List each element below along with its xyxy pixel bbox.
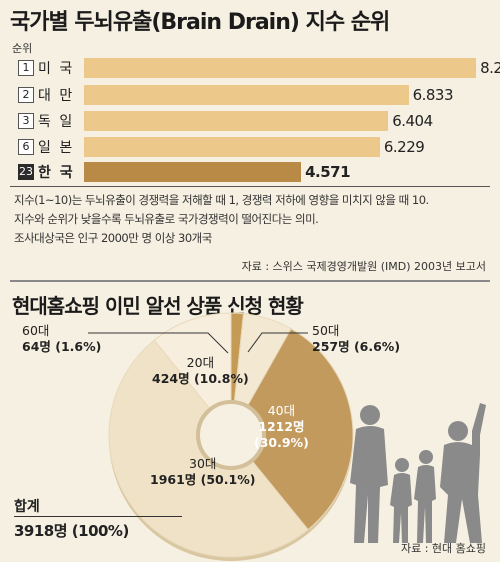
bar-value-label: 8.255	[480, 59, 500, 77]
rank-column-label: 순위	[12, 42, 33, 55]
pie-label-30s-count: 1961명 (50.1%)	[150, 472, 256, 487]
country-label: 일 본	[38, 140, 75, 156]
rank-badge: 23	[18, 164, 34, 180]
pie-label-50s: 50대 257명 (6.6%)	[312, 323, 400, 355]
source-imd: 자료 : 스위스 국제경영개발원 (IMD) 2003년 보고서	[241, 260, 486, 273]
bar-row: 1미 국 8.255	[12, 57, 500, 79]
divider	[10, 186, 490, 187]
note-line-3: 조사대상국은 인구 2000만 명 이상 30개국	[14, 231, 212, 245]
pie-label-20s-count: 424명 (10.8%)	[152, 371, 249, 386]
bar-value-label: 6.833	[412, 86, 454, 104]
rank-badge: 2	[18, 87, 34, 103]
source-hyundai: 자료 : 현대 홈쇼핑	[400, 542, 486, 555]
note-line-2: 지수와 순위가 낮을수록 두뇌유출로 국가경쟁력이 떨어진다는 의미.	[14, 212, 319, 226]
country-label: 미 국	[38, 61, 75, 77]
note-line-1: 지수(1~10)는 두뇌유출이 경쟁력을 저해할 때 1, 경쟁력 저하에 영향…	[14, 193, 429, 207]
bar-value-label: 4.571	[305, 163, 351, 181]
country-label: 한 국	[38, 165, 75, 181]
rank-badge: 1	[18, 60, 34, 76]
pie-label-20s: 20대 424명 (10.8%)	[152, 355, 249, 387]
pie-label-40s-pct: (30.9%)	[254, 435, 309, 450]
total-value: 3918명 (100%)	[14, 522, 129, 540]
country-label: 독 일	[38, 114, 75, 130]
pie-label-50s-name: 50대	[312, 323, 340, 338]
pie-label-60s: 60대 64명 (1.6%)	[22, 323, 101, 355]
pie-label-60s-name: 60대	[22, 323, 50, 338]
bar	[84, 137, 380, 157]
pie-label-30s: 30대 1961명 (50.1%)	[150, 456, 255, 488]
total-label: 합계	[14, 499, 40, 515]
pie-label-40s: 40대 1212명 (30.9%)	[254, 403, 309, 451]
pie-label-20s-name: 20대	[186, 355, 215, 370]
bar-row: 23 한 국 4.571	[12, 161, 492, 183]
bar	[84, 58, 477, 78]
bar-value-label: 6.404	[392, 112, 433, 130]
bar	[84, 111, 389, 131]
pie-label-30s-name: 30대	[189, 456, 217, 471]
pie-chart-title: 현대홈쇼핑 이민 알선 상품 신청 현황	[12, 294, 304, 318]
pie-label-40s-count: 1212명	[258, 419, 305, 434]
divider	[10, 280, 490, 282]
bar-value-label: 6.229	[383, 138, 425, 156]
total-divider	[14, 516, 182, 517]
bar	[84, 85, 409, 105]
family-silhouette-illustration	[350, 403, 486, 543]
pie-center-hole	[196, 400, 266, 470]
chart-title: 국가별 두뇌유출(Brain Drain) 지수 순위	[10, 10, 390, 35]
rank-badge: 6	[18, 139, 34, 155]
pie-label-40s-name: 40대	[267, 403, 296, 418]
pie-label-50s-count: 257명 (6.6%)	[312, 339, 401, 354]
rank-badge: 3	[18, 113, 34, 129]
pie-label-60s-count: 64명 (1.6%)	[22, 339, 102, 354]
country-label: 대 만	[38, 88, 75, 104]
bar	[84, 162, 302, 182]
